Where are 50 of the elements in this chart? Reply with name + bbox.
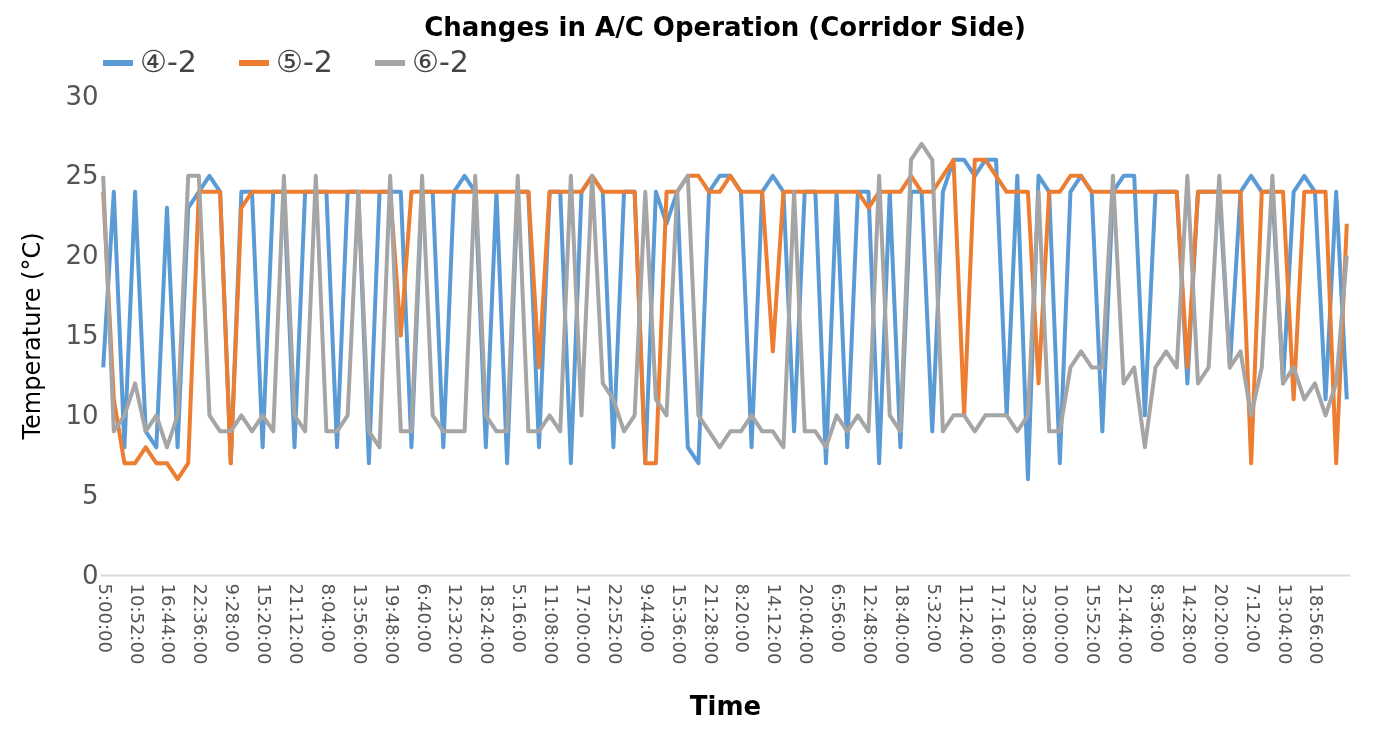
y-tick-label: 5 — [81, 479, 99, 510]
x-tick-label: 12:48:00 — [859, 583, 881, 665]
legend-label: ④-2 — [140, 44, 197, 79]
x-tick-label: 9:28:00 — [222, 583, 244, 653]
y-tick-label: 20 — [65, 240, 99, 271]
y-tick-label: 15 — [65, 320, 99, 350]
x-tick-label: 15:36:00 — [668, 583, 690, 665]
x-tick-label: 8:20:00 — [732, 583, 754, 653]
y-axis-title: Temperature (°C) — [18, 232, 47, 441]
x-tick-label: 13:56:00 — [349, 583, 371, 665]
x-tick-label: 19:48:00 — [381, 583, 403, 665]
x-tick-label: 22:52:00 — [604, 583, 626, 665]
x-tick-label: 10:52:00 — [126, 583, 148, 665]
x-tick-label: 12:32:00 — [445, 583, 467, 665]
x-tick-label: 21:12:00 — [286, 583, 308, 665]
x-tick-label: 15:20:00 — [254, 583, 276, 665]
x-axis-title: Time — [689, 691, 762, 722]
x-tick-label: 15:52:00 — [1083, 583, 1105, 665]
x-tick-label: 20:20:00 — [1210, 583, 1232, 665]
x-tick-label: 16:44:00 — [158, 583, 180, 665]
x-tick-label: 6:40:00 — [413, 583, 435, 653]
x-tick-label: 7:12:00 — [1242, 583, 1264, 653]
x-tick-label: 22:36:00 — [190, 583, 212, 665]
x-tick-label: 23:08:00 — [1019, 583, 1041, 665]
x-tick-label: 20:04:00 — [796, 583, 818, 665]
x-tick-label: 18:24:00 — [477, 583, 499, 665]
x-tick-label: 10:00:00 — [1051, 583, 1073, 665]
x-tick-label: 14:12:00 — [764, 583, 786, 665]
x-tick-label: 17:00:00 — [573, 583, 595, 665]
x-tick-label: 17:16:00 — [987, 583, 1009, 665]
y-tick-label: 30 — [65, 80, 99, 111]
x-tick-label: 21:28:00 — [700, 583, 722, 665]
legend-label: ⑥-2 — [412, 44, 469, 79]
x-tick-label: 8:04:00 — [317, 583, 339, 653]
x-tick-label: 8:36:00 — [1146, 583, 1168, 653]
y-tick-label: 10 — [65, 399, 99, 430]
legend-label: ⑤-2 — [276, 44, 333, 79]
x-tick-label: 11:24:00 — [955, 583, 977, 665]
x-tick-label: 18:56:00 — [1306, 583, 1328, 665]
x-tick-label: 11:08:00 — [541, 583, 563, 665]
y-tick-label: 25 — [65, 160, 99, 191]
chart-title: Changes in A/C Operation (Corridor Side) — [424, 12, 1026, 42]
x-tick-label: 13:04:00 — [1274, 583, 1296, 665]
x-tick-label: 9:44:00 — [636, 583, 658, 653]
x-tick-label: 18:40:00 — [891, 583, 913, 665]
x-tick-label: 5:16:00 — [509, 583, 531, 653]
x-tick-label: 21:44:00 — [1115, 583, 1137, 665]
x-tick-label: 6:56:00 — [828, 583, 850, 653]
x-tick-label: 5:32:00 — [923, 583, 945, 653]
x-tick-label: 14:28:00 — [1178, 583, 1200, 665]
